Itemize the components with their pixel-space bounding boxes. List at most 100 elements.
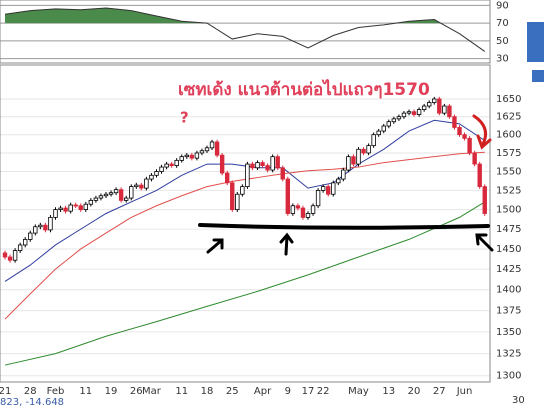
candle-body bbox=[118, 189, 124, 201]
x-tick-label: 11 bbox=[175, 386, 188, 397]
candle-body bbox=[144, 178, 149, 189]
y-tick-label: 1375 bbox=[496, 306, 521, 317]
y-tick-label: 1600 bbox=[496, 130, 521, 141]
candle-body bbox=[275, 156, 280, 169]
moving-average bbox=[4, 119, 486, 282]
candle-body bbox=[336, 178, 341, 184]
x-tick-label: 28 bbox=[24, 386, 37, 397]
x-tick-label: 25 bbox=[226, 386, 239, 397]
candle-body bbox=[371, 134, 376, 147]
candle-body bbox=[129, 186, 134, 199]
candle-body bbox=[320, 186, 326, 191]
candle-body bbox=[280, 167, 285, 180]
candle-body bbox=[164, 163, 169, 168]
x-tick-label: 11 bbox=[79, 386, 92, 397]
annotation-question: ? bbox=[180, 109, 189, 127]
footer-left: 823, -14.648 bbox=[0, 397, 64, 408]
candle-body bbox=[108, 192, 114, 195]
candle-body bbox=[250, 163, 255, 169]
candle-body bbox=[442, 105, 447, 114]
candle-body bbox=[230, 182, 235, 211]
y-tick-label: 30 bbox=[496, 54, 509, 65]
y-tick-label: 70 bbox=[496, 18, 509, 29]
candle-body bbox=[139, 184, 144, 189]
support-line bbox=[198, 223, 490, 230]
candle-body bbox=[149, 174, 154, 180]
x-tick-label: 22 bbox=[317, 386, 330, 397]
candle-body bbox=[421, 105, 427, 110]
candle-body bbox=[462, 134, 467, 139]
candle-body bbox=[341, 169, 346, 180]
x-tick-label: 9 bbox=[285, 386, 291, 397]
candle-body bbox=[265, 165, 270, 171]
arrow bbox=[206, 238, 224, 254]
y-tick-label: 1650 bbox=[496, 94, 521, 105]
candle-body bbox=[2, 252, 8, 258]
candle-body bbox=[255, 162, 260, 169]
candle-body bbox=[315, 190, 321, 207]
x-tick-label: 13 bbox=[382, 386, 395, 397]
rsi-frame bbox=[0, 0, 491, 64]
candle-body bbox=[295, 205, 301, 209]
moving-average bbox=[4, 201, 486, 366]
candle-body bbox=[386, 121, 391, 127]
candle-body bbox=[270, 156, 275, 171]
arrow-red bbox=[472, 114, 492, 150]
y-tick-label: 1550 bbox=[496, 167, 521, 178]
candle-body bbox=[235, 193, 240, 211]
candle-body bbox=[103, 193, 109, 197]
y-tick-label: 90 bbox=[496, 0, 509, 11]
candle-body bbox=[224, 172, 230, 184]
candle-body bbox=[204, 147, 210, 152]
side-widget bbox=[532, 70, 544, 82]
candle-body bbox=[411, 111, 417, 115]
candle-body bbox=[447, 105, 452, 118]
candle-body bbox=[88, 199, 94, 205]
candle-body bbox=[472, 152, 477, 165]
candle-body bbox=[48, 216, 53, 231]
candle-body bbox=[12, 250, 18, 261]
rsi-line bbox=[4, 7, 486, 52]
candle-body bbox=[219, 154, 225, 174]
y-tick-label: 1575 bbox=[496, 148, 521, 159]
candle-body bbox=[290, 205, 296, 214]
candle-body bbox=[482, 186, 487, 214]
candle-body bbox=[240, 186, 245, 195]
candle-body bbox=[245, 163, 250, 188]
candle-body bbox=[300, 207, 306, 218]
candle-body bbox=[78, 205, 83, 211]
candle-body bbox=[98, 195, 104, 199]
y-tick-label: 1300 bbox=[496, 371, 521, 382]
candle-body bbox=[43, 224, 48, 231]
plot: 3050709013001325135013751400142514501475… bbox=[0, 0, 521, 397]
candle-body bbox=[310, 205, 316, 214]
x-tick-label: Mar bbox=[142, 386, 162, 397]
x-tick-label: 27 bbox=[433, 386, 446, 397]
candle-body bbox=[68, 204, 73, 212]
candle-body bbox=[214, 141, 220, 156]
candle-body bbox=[285, 178, 290, 214]
candle-body bbox=[381, 125, 386, 132]
candle-body bbox=[467, 137, 472, 154]
candle-body bbox=[356, 148, 361, 165]
candle-body bbox=[209, 141, 215, 149]
candle-body bbox=[396, 116, 402, 120]
moving-average bbox=[4, 151, 485, 320]
candle-body bbox=[305, 213, 311, 218]
candle-body bbox=[73, 204, 78, 207]
candle-body bbox=[416, 109, 422, 115]
candle-body bbox=[361, 148, 366, 154]
candle-body bbox=[53, 209, 58, 218]
candle-body bbox=[38, 224, 43, 228]
candle-body bbox=[58, 207, 63, 211]
candle-body bbox=[331, 182, 336, 195]
candle-body bbox=[260, 162, 265, 166]
candle-body bbox=[401, 112, 407, 118]
candle-body bbox=[154, 171, 159, 176]
x-tick-label: 21 bbox=[0, 386, 11, 397]
y-tick-label: 1475 bbox=[496, 224, 521, 235]
candle-body bbox=[351, 156, 356, 165]
candle-body bbox=[83, 203, 88, 211]
